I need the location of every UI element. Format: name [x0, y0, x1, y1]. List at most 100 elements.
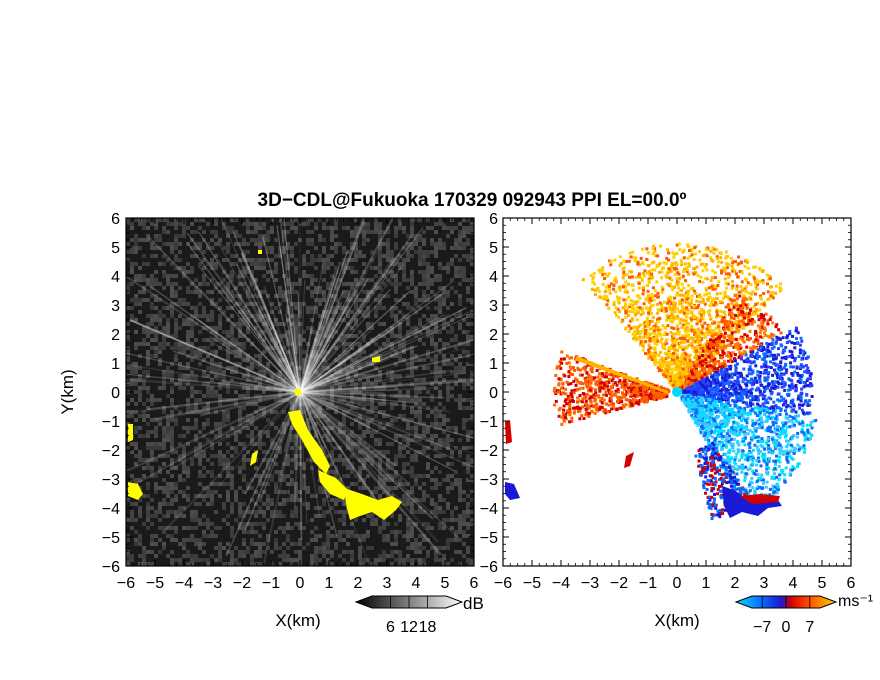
noise-cell: [302, 486, 306, 490]
noise-cell: [422, 358, 426, 362]
noise-cell: [314, 494, 318, 498]
beam: [299, 391, 387, 402]
noise-cell: [262, 238, 266, 242]
noise-cell: [262, 522, 266, 526]
velocity-cell: [716, 346, 719, 350]
velocity-cell: [631, 275, 634, 279]
noise-cell: [470, 250, 474, 254]
velocity-cell: [694, 360, 698, 364]
noise-cell: [282, 462, 286, 466]
noise-cell: [418, 390, 422, 394]
noise-cell: [466, 446, 470, 450]
velocity-cell: [715, 255, 719, 259]
noise-cell: [218, 306, 222, 310]
noise-cell: [186, 470, 190, 474]
velocity-cell: [628, 275, 631, 279]
noise-cell: [298, 314, 302, 318]
noise-cell: [414, 538, 418, 542]
noise-cell: [170, 262, 174, 266]
noise-cell: [214, 390, 218, 394]
noise-cell: [170, 346, 174, 350]
noise-cell: [450, 230, 454, 234]
noise-cell: [266, 538, 270, 542]
noise-cell: [210, 278, 214, 282]
noise-cell: [206, 406, 210, 410]
noise-cell: [406, 490, 410, 494]
noise-cell: [346, 486, 350, 490]
noise-cell: [306, 402, 310, 406]
noise-cell: [130, 478, 134, 482]
noise-cell: [290, 510, 294, 514]
noise-cell: [298, 498, 302, 502]
noise-cell: [402, 230, 406, 234]
noise-cell: [146, 430, 150, 434]
noise-cell: [234, 518, 238, 522]
noise-cell: [426, 446, 430, 450]
noise-cell: [130, 266, 134, 270]
noise-cell: [354, 254, 358, 258]
noise-cell: [226, 286, 230, 290]
noise-cell: [278, 398, 282, 402]
noise-cell: [334, 322, 338, 326]
noise-cell: [398, 342, 402, 346]
noise-cell: [438, 310, 442, 314]
noise-cell: [146, 514, 150, 518]
noise-cell: [230, 534, 234, 538]
noise-cell: [418, 378, 422, 382]
noise-cell: [322, 390, 326, 394]
noise-cell: [354, 218, 358, 222]
noise-cell: [362, 402, 366, 406]
noise-cell: [414, 542, 418, 546]
noise-cell: [310, 330, 314, 334]
noise-cell: [246, 414, 250, 418]
noise-cell: [450, 262, 454, 266]
noise-cell: [198, 470, 202, 474]
noise-cell: [254, 426, 258, 430]
noise-cell: [186, 338, 190, 342]
noise-cell: [234, 350, 238, 354]
noise-cell: [274, 538, 278, 542]
noise-cell: [326, 418, 330, 422]
beam: [297, 292, 301, 393]
noise-cell: [174, 354, 178, 358]
noise-cell: [394, 226, 398, 230]
noise-cell: [238, 350, 242, 354]
velocity-cell: [603, 277, 607, 280]
x-tick-label: −4: [175, 575, 193, 592]
velocity-cell: [637, 272, 641, 276]
noise-cell: [206, 418, 210, 422]
noise-cell: [366, 342, 370, 346]
noise-cell: [470, 230, 474, 234]
velocity-cell: [752, 305, 756, 309]
noise-cell: [126, 498, 130, 502]
noise-cell: [458, 518, 462, 522]
noise-cell: [190, 266, 194, 270]
noise-cell: [206, 366, 210, 370]
noise-cell: [410, 330, 414, 334]
velocity-cell: [637, 286, 641, 290]
noise-cell: [466, 522, 470, 526]
noise-cell: [166, 502, 170, 506]
velocity-cell: [667, 251, 671, 255]
noise-cell: [242, 334, 246, 338]
beam: [299, 391, 325, 397]
noise-cell: [462, 446, 466, 450]
noise-cell: [294, 458, 298, 462]
noise-cell: [310, 230, 314, 234]
noise-cell: [178, 458, 182, 462]
noise-cell: [218, 282, 222, 286]
noise-cell: [254, 562, 258, 566]
noise-cell: [410, 274, 414, 278]
noise-cell: [134, 262, 138, 266]
noise-cell: [142, 418, 146, 422]
velocity-cell: [700, 313, 704, 317]
noise-cell: [214, 222, 218, 226]
noise-cell: [230, 558, 234, 562]
noise-cell: [258, 438, 262, 442]
noise-cell: [286, 350, 290, 354]
y-tick-label: 0: [111, 385, 120, 402]
noise-cell: [162, 242, 166, 246]
velocity-cell: [661, 342, 665, 346]
noise-cell: [302, 482, 306, 486]
noise-cell: [418, 218, 422, 222]
